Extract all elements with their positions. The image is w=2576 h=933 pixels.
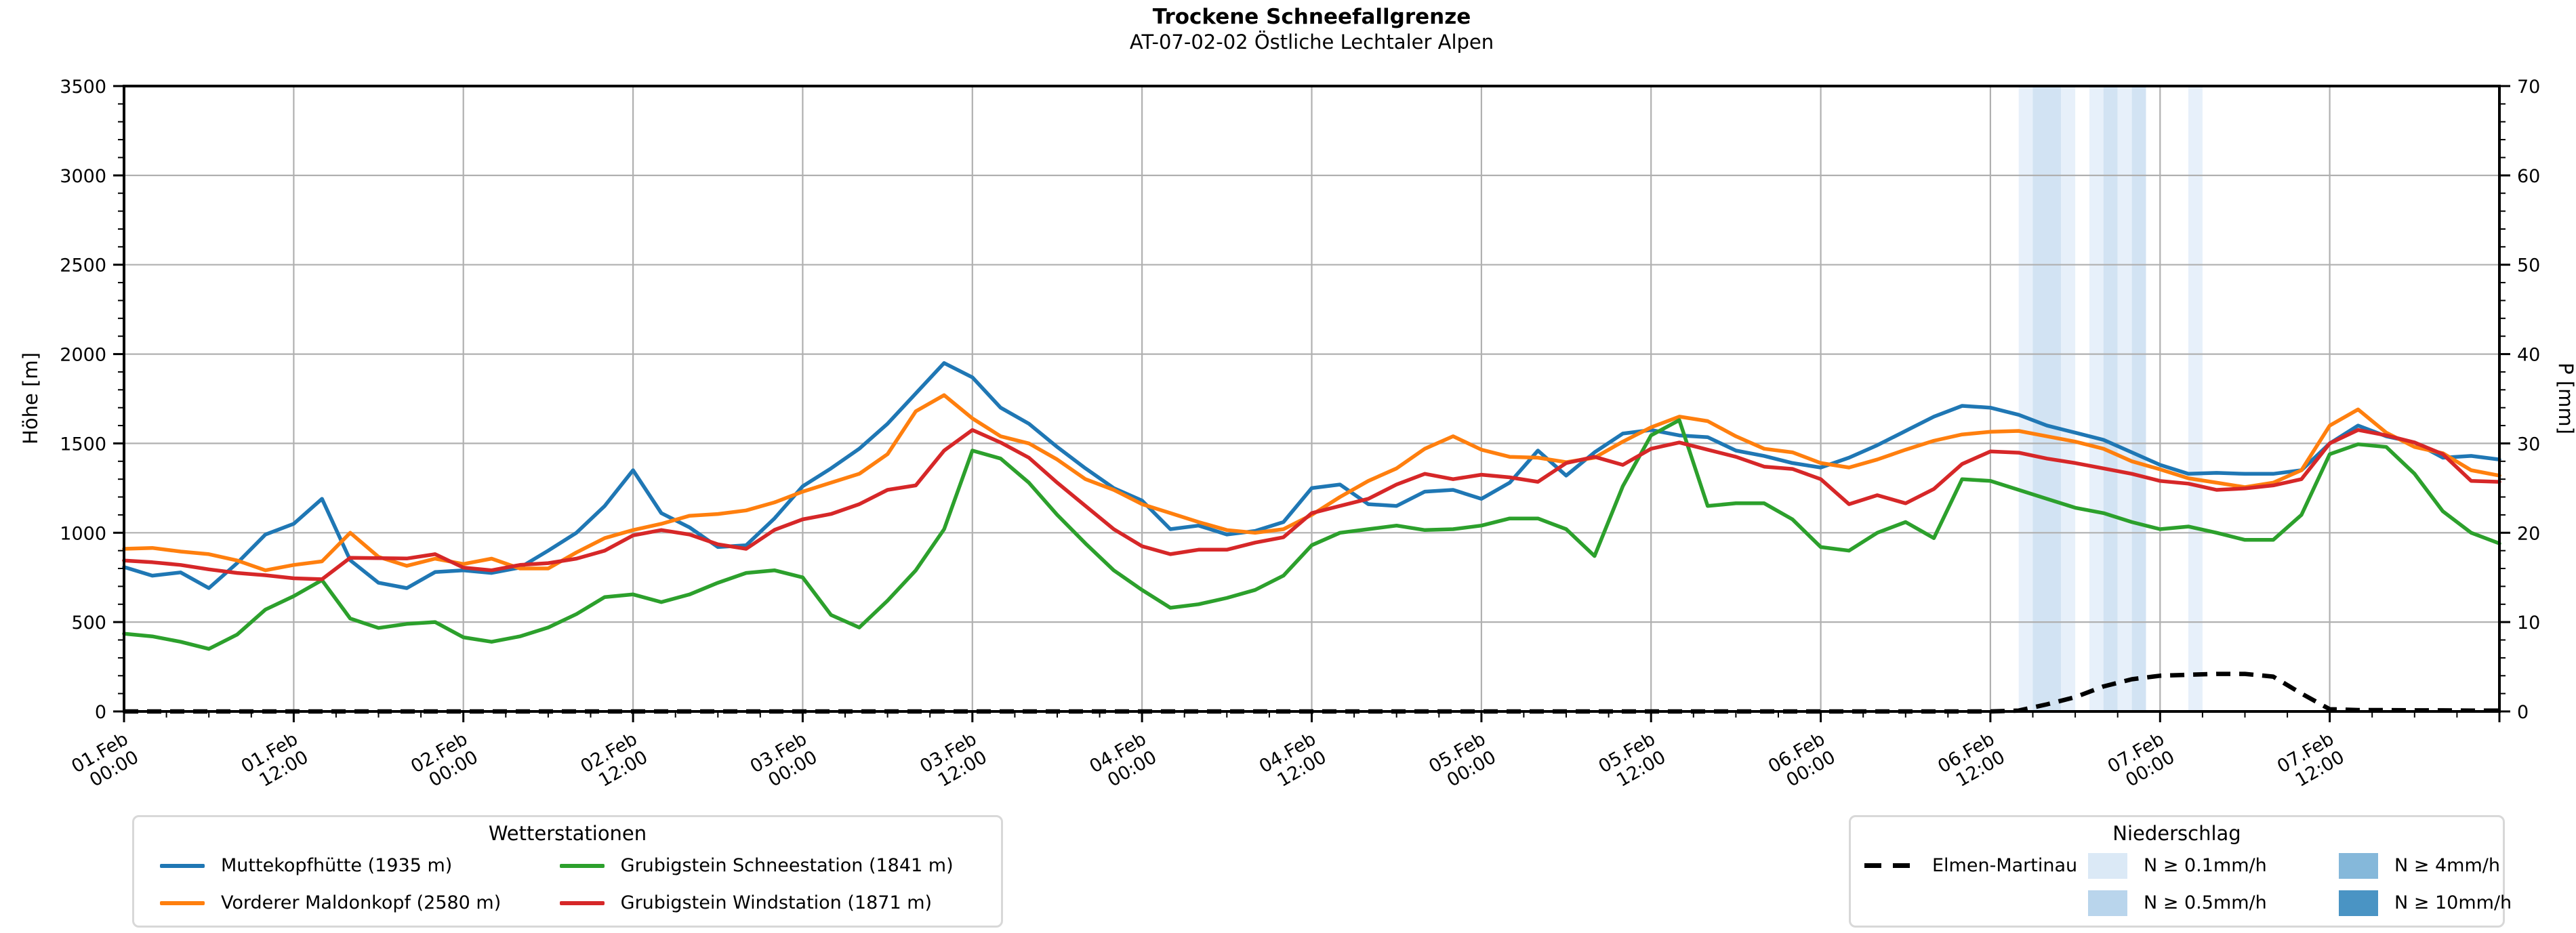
x-tick-label: 04.Feb00:00 bbox=[1086, 728, 1161, 795]
legend-item-label: Elmen-Martinau bbox=[1932, 855, 2078, 876]
y-left-tick-label: 2500 bbox=[60, 255, 106, 276]
precip-bands-layer bbox=[2018, 86, 2203, 711]
tick-labels-layer: 01.Feb00:00 01.Feb12:00 02.Feb00:00 02.Feb1… bbox=[60, 77, 2540, 795]
legend-item-label: N ≥ 4mm/h bbox=[2394, 855, 2500, 876]
legend-line-sample bbox=[160, 900, 205, 905]
legend-wetterstationen: Wetterstationen Muttekopfhütte (1935 m) V… bbox=[132, 815, 1003, 928]
precip-band-ge-0.1mmh bbox=[2018, 86, 2033, 711]
axes-layer bbox=[113, 85, 2510, 722]
series-line-grubigstein-schneestation-1841-m bbox=[122, 418, 2501, 651]
y-right-tick-label: 50 bbox=[2517, 255, 2540, 276]
precip-band-ge-0.5mmh bbox=[2131, 86, 2146, 711]
precip-band-ge-0.1mmh bbox=[2089, 86, 2104, 711]
y-left-tick-label: 500 bbox=[71, 613, 106, 634]
legend-niederschlag-items: Elmen-Martinau N ≥ 0.1mm/h N ≥ 0.5mm/h N ≥ … bbox=[1860, 847, 2512, 921]
x-tick-label: 07.Feb00:00 bbox=[2104, 728, 2179, 795]
x-tick-label: 05.Feb00:00 bbox=[1425, 728, 1500, 795]
y-right-tick-label: 40 bbox=[2517, 345, 2540, 366]
legend-item-n-10mm-h: N ≥ 10mm/h bbox=[2339, 890, 2512, 916]
legend-precip-col-heavy: N ≥ 4mm/h N ≥ 10mm/h bbox=[2339, 847, 2512, 921]
legend-precip-col-line: Elmen-Martinau bbox=[1864, 847, 2088, 921]
legend-color-patch bbox=[2339, 852, 2378, 879]
legend-item-n-0-1mm-h: N ≥ 0.1mm/h bbox=[2088, 852, 2339, 879]
title-block: Trockene Schneefallgrenze AT-07-02-02 Ös… bbox=[124, 4, 2499, 54]
y-left-tick-label: 0 bbox=[95, 702, 106, 723]
legend-item-label: N ≥ 10mm/h bbox=[2394, 892, 2512, 913]
y-left-tick-label: 3500 bbox=[60, 77, 106, 98]
x-tick-label: 01.Feb00:00 bbox=[68, 728, 142, 795]
legend-color-patch bbox=[2088, 852, 2127, 879]
legend-line-sample bbox=[559, 900, 605, 905]
legend-item-label: N ≥ 0.1mm/h bbox=[2144, 855, 2267, 876]
y-right-tick-label: 0 bbox=[2517, 702, 2529, 723]
legend-item-label: N ≥ 0.5mm/h bbox=[2144, 892, 2267, 913]
y-left-tick-label: 1000 bbox=[60, 523, 106, 544]
y-right-tick-label: 20 bbox=[2517, 523, 2540, 544]
legend-niederschlag-title: Niederschlag bbox=[2112, 822, 2241, 845]
x-tick-label: 07.Feb12:00 bbox=[2274, 728, 2348, 795]
y-right-tick-label: 30 bbox=[2517, 434, 2540, 455]
y-left-tick-label: 1500 bbox=[60, 434, 106, 455]
chart-subtitle: AT-07-02-02 Östliche Lechtaler Alpen bbox=[1129, 30, 1494, 54]
legend-color-patch bbox=[2339, 890, 2378, 916]
legend-item-elmen-martinau: Elmen-Martinau bbox=[1864, 855, 2088, 876]
legend-color-patch bbox=[2088, 890, 2127, 916]
x-tick-label: 03.Feb00:00 bbox=[747, 728, 821, 795]
x-tick-label: 02.Feb12:00 bbox=[577, 728, 652, 795]
precip-band-ge-0.1mmh bbox=[2188, 86, 2203, 711]
legend-wetterstationen-title: Wetterstationen bbox=[488, 822, 647, 845]
y-right-tick-label: 10 bbox=[2517, 613, 2540, 634]
precip-band-ge-0.1mmh bbox=[2117, 86, 2132, 711]
series-layer bbox=[122, 361, 2501, 651]
legend-item-muttekopfh-tte-1935-m: Muttekopfhütte (1935 m) bbox=[160, 855, 523, 876]
legend-item-label: Grubigstein Windstation (1871 m) bbox=[620, 892, 933, 913]
y-right-tick-label: 70 bbox=[2517, 77, 2540, 98]
legend-item-n-4mm-h: N ≥ 4mm/h bbox=[2339, 852, 2512, 879]
x-tick-label: 02.Feb00:00 bbox=[407, 728, 482, 795]
y-axis-label-right: P [mm] bbox=[2554, 362, 2576, 434]
x-tick-label: 06.Feb00:00 bbox=[1765, 728, 1839, 795]
precip-band-ge-0.5mmh bbox=[2032, 86, 2062, 711]
y-left-tick-label: 3000 bbox=[60, 166, 106, 187]
x-tick-label: 04.Feb12:00 bbox=[1256, 728, 1330, 795]
legend-wetterstationen-items: Muttekopfhütte (1935 m) Vorderer Maldonko… bbox=[144, 847, 991, 921]
legend-item-grubigstein-schneestation-1841-m: Grubigstein Schneestation (1841 m) bbox=[559, 855, 975, 876]
series-line-grubigstein-windstation-1871-m bbox=[122, 428, 2501, 581]
legend-precip-col-light: N ≥ 0.1mm/h N ≥ 0.5mm/h bbox=[2088, 847, 2339, 921]
legend-item-label: Grubigstein Schneestation (1841 m) bbox=[620, 855, 954, 876]
legend-item-label: Muttekopfhütte (1935 m) bbox=[221, 855, 453, 876]
legend-dashed-line-sample bbox=[1864, 863, 1916, 868]
legend-niederschlag: Niederschlag Elmen-Martinau N ≥ 0.1mm/h N … bbox=[1849, 815, 2512, 928]
legend-item-grubigstein-windstation-1871-m: Grubigstein Windstation (1871 m) bbox=[559, 892, 975, 913]
chart-title: Trockene Schneefallgrenze bbox=[1152, 5, 1471, 29]
x-tick-label: 03.Feb12:00 bbox=[916, 728, 991, 795]
precip-band-ge-0.1mmh bbox=[2061, 86, 2076, 711]
y-axis-label-left: Höhe [m] bbox=[19, 352, 42, 444]
legend-item-vorderer-maldonkopf-2580-m: Vorderer Maldonkopf (2580 m) bbox=[160, 892, 523, 913]
legend-line-sample bbox=[160, 863, 205, 868]
legend-item-n-0-5mm-h: N ≥ 0.5mm/h bbox=[2088, 890, 2339, 916]
precip-band-ge-0.5mmh bbox=[2103, 86, 2118, 711]
legend-line-sample bbox=[559, 863, 605, 868]
legend-item-label: Vorderer Maldonkopf (2580 m) bbox=[221, 892, 502, 913]
x-tick-label: 05.Feb12:00 bbox=[1595, 728, 1670, 795]
y-left-tick-label: 2000 bbox=[60, 345, 106, 366]
x-tick-label: 06.Feb12:00 bbox=[1934, 728, 2009, 795]
y-right-tick-label: 60 bbox=[2517, 166, 2540, 187]
x-tick-label: 01.Feb12:00 bbox=[238, 728, 312, 795]
